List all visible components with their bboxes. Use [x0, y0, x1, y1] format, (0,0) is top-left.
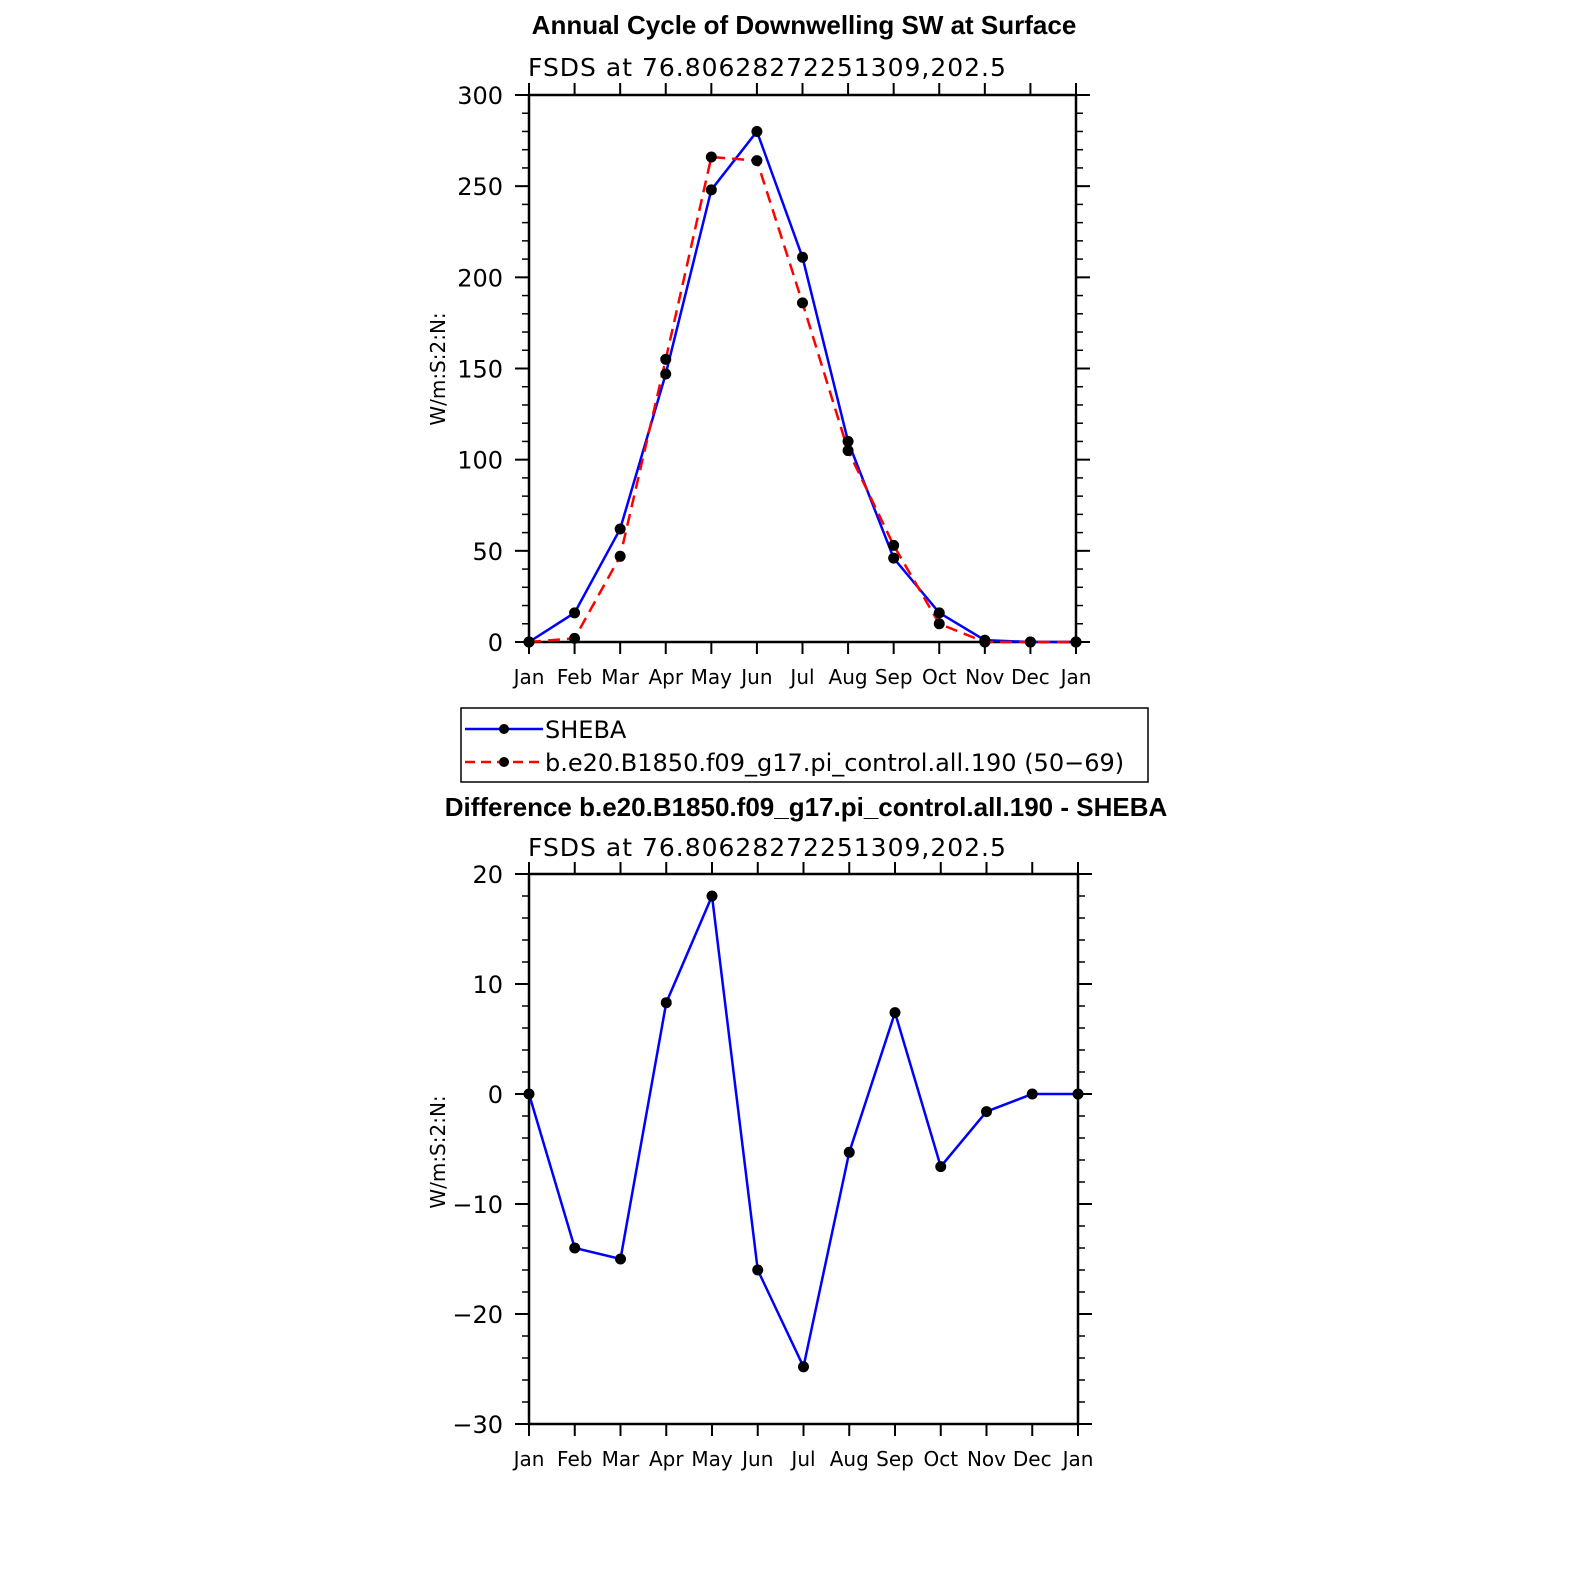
x-tick-label: Apr: [649, 1447, 684, 1471]
y-tick-label: 50: [472, 538, 503, 566]
data-point-s0-4: [705, 184, 717, 196]
x-tick-label: May: [691, 1447, 733, 1471]
plot-frame: [527, 872, 1080, 1426]
data-point-s0-2: [615, 1253, 626, 1265]
data-point-s0-6: [798, 1361, 809, 1373]
x-tick-label: Nov: [967, 1447, 1006, 1471]
x-tick-label: Mar: [601, 665, 640, 689]
data-point-s1-3: [660, 353, 672, 365]
data-point-s0-5: [752, 1264, 764, 1276]
x-tick-label: Dec: [1013, 1447, 1052, 1471]
data-point-s0-2: [614, 523, 626, 535]
data-point-s0-9: [933, 607, 945, 619]
y-tick-label: −10: [452, 1191, 503, 1219]
x-tick-label: Feb: [557, 665, 592, 689]
x-tick-label: Oct: [922, 665, 957, 689]
data-point-s0-8: [888, 552, 900, 564]
plot-frame: [527, 93, 1078, 644]
x-tick-label: Jul: [788, 665, 814, 689]
y-tick-label: 20: [472, 861, 503, 889]
chart-title: Difference b.e20.B1850.f09_g17.pi_contro…: [445, 792, 1168, 822]
axes: Jan Feb Mar Apr May Jun Jul Aug Sep Oct Nov Dec Jan−…: [452, 861, 1093, 1471]
data-point-s0-0: [523, 1088, 535, 1100]
legend: SHEBA b.e20.B1850.f09_g17.pi_control.all…: [460, 707, 1149, 783]
data-point-s0-3: [660, 368, 672, 380]
legend-label-model: b.e20.B1850.f09_g17.pi_control.all.190 (…: [545, 749, 1124, 777]
data-point-s0-10: [981, 1106, 992, 1118]
series-layer: [523, 890, 1084, 1373]
y-tick-label: 250: [457, 173, 503, 201]
data-point-s1-9: [933, 618, 945, 630]
data-point-s0-8: [889, 1007, 901, 1019]
series-layer: [523, 125, 1082, 648]
chart-title: Annual Cycle of Downwelling SW at Surfac…: [532, 10, 1077, 40]
data-point-s0-5: [751, 125, 763, 137]
data-point-s1-8: [888, 539, 900, 551]
y-tick-label: 200: [457, 264, 503, 292]
data-point-s0-7: [842, 435, 854, 447]
x-tick-label: Jan: [1061, 1447, 1094, 1471]
legend-marker-model: [499, 757, 509, 767]
y-tick-label: 0: [488, 1081, 503, 1109]
data-point-s0-1: [569, 607, 581, 619]
chart-subtitle: FSDS at 76.80628272251309,202.5: [528, 53, 1007, 82]
y-tick-label: −20: [452, 1301, 503, 1329]
data-point-s1-0: [523, 636, 535, 648]
x-tick-label: Jul: [789, 1447, 815, 1471]
x-tick-label: Oct: [923, 1447, 958, 1471]
series-line-0: [528, 128, 1076, 644]
x-tick-label: Dec: [1011, 665, 1050, 689]
legend-label-sheba: SHEBA: [545, 716, 627, 744]
data-point-s1-7: [842, 445, 854, 457]
chart-subtitle: FSDS at 76.80628272251309,202.5: [528, 833, 1007, 862]
y-tick-label: 100: [457, 447, 503, 475]
axes: Jan Feb Mar Apr May Jun Jul Aug Sep Oct Nov Dec Jan 0…: [457, 82, 1091, 689]
data-point-s0-6: [797, 251, 808, 263]
x-tick-label: Jan: [512, 1447, 545, 1471]
x-tick-label: Aug: [829, 665, 868, 689]
x-tick-label: May: [691, 665, 733, 689]
data-point-s0-12: [1072, 1088, 1084, 1100]
data-point-s1-4: [705, 151, 717, 163]
y-tick-label: 150: [457, 356, 503, 384]
y-tick-label: 0: [488, 629, 503, 657]
y-tick-label: −30: [452, 1411, 503, 1439]
data-point-s1-10: [979, 636, 991, 648]
x-tick-label: Feb: [557, 1447, 592, 1471]
x-tick-label: Jan: [512, 665, 545, 689]
data-point-s1-5: [751, 155, 763, 167]
data-point-s0-9: [935, 1161, 947, 1173]
data-point-s0-3: [660, 997, 672, 1009]
y-tick-label: 10: [472, 971, 503, 999]
data-point-s0-11: [1026, 1088, 1038, 1100]
y-axis-label: W/m:S:2:N:: [426, 312, 450, 425]
y-tick-label: 300: [457, 82, 503, 110]
data-point-s1-1: [569, 632, 581, 644]
legend-box: [460, 707, 1149, 783]
x-tick-label: Jun: [740, 1447, 773, 1471]
y-axis-label: W/m:S:2:N:: [426, 1095, 450, 1208]
difference-chart: Difference b.e20.B1850.f09_g17.pi_contro…: [426, 792, 1167, 1471]
x-tick-label: Sep: [876, 1447, 914, 1471]
series-line-0: [527, 891, 1078, 1371]
x-tick-label: Jun: [739, 665, 772, 689]
x-tick-label: Jan: [1059, 665, 1092, 689]
data-point-s1-11: [1024, 636, 1036, 648]
data-point-s1-12: [1070, 636, 1082, 648]
series-line-1: [528, 155, 1076, 644]
data-point-s0-1: [569, 1242, 581, 1254]
annual-cycle-chart: Annual Cycle of Downwelling SW at Surfac…: [426, 10, 1091, 689]
x-tick-label: Aug: [830, 1447, 869, 1471]
x-tick-label: Apr: [648, 665, 683, 689]
x-tick-label: Nov: [965, 665, 1004, 689]
x-tick-label: Mar: [602, 1447, 641, 1471]
data-point-s0-4: [706, 890, 718, 902]
x-tick-label: Sep: [875, 665, 913, 689]
data-point-s1-2: [614, 550, 626, 562]
data-point-s0-7: [843, 1146, 855, 1158]
legend-marker-sheba: [499, 724, 509, 734]
data-point-s1-6: [797, 297, 808, 309]
